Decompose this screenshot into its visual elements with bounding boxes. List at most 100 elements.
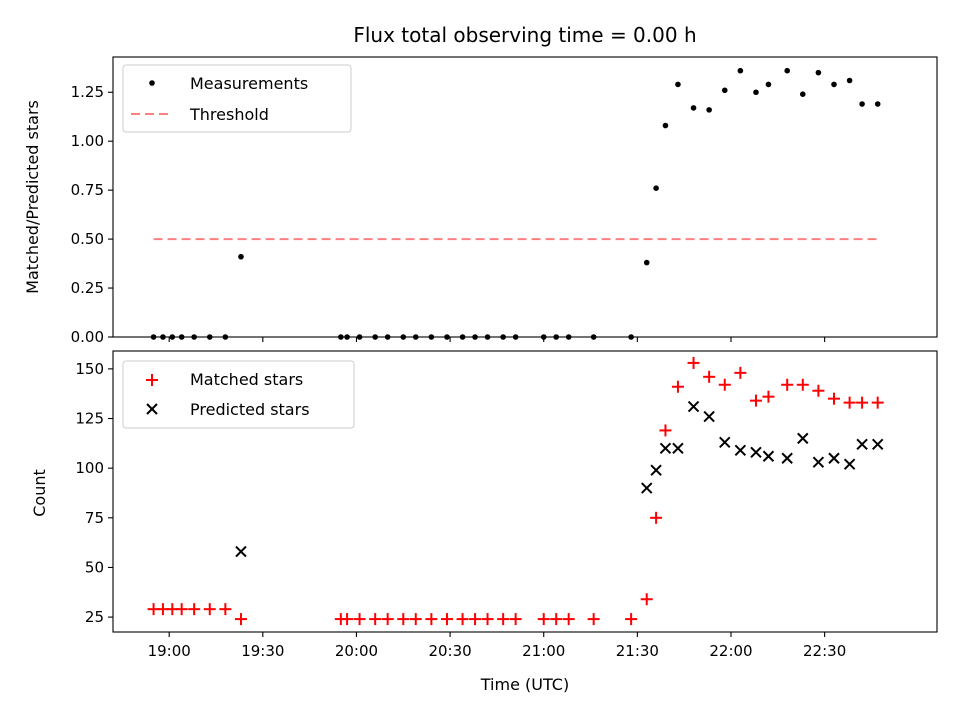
predicted-point bbox=[750, 446, 762, 458]
ratio-ytick-label-3: 0.75 bbox=[71, 181, 104, 199]
matched-point bbox=[687, 356, 700, 369]
measurement-point bbox=[765, 81, 772, 88]
measurement-point bbox=[706, 107, 712, 113]
legend-matched-label: Matched stars bbox=[190, 370, 303, 389]
ratio-panel: Matched/Predicted stars 0.00 0.25 0.50 0.75… bbox=[23, 56, 938, 346]
measurement-point bbox=[737, 67, 744, 74]
predicted-point bbox=[703, 410, 715, 423]
matched-point bbox=[828, 392, 840, 405]
matched-point bbox=[425, 613, 438, 626]
matched-point bbox=[625, 613, 638, 626]
measurement-point bbox=[815, 69, 822, 76]
ratio-ytick-label-5: 1.25 bbox=[71, 83, 104, 101]
ratio-legend: Measurements Threshold bbox=[122, 64, 352, 133]
matched-point bbox=[550, 613, 563, 626]
measurement-point bbox=[846, 77, 853, 84]
ratio-ytick-label-1: 0.25 bbox=[71, 279, 104, 297]
counts-axes-frame bbox=[112, 350, 938, 633]
xtick-label-3: 20:30 bbox=[428, 642, 471, 660]
predicted-point bbox=[734, 444, 747, 457]
predicted-point bbox=[781, 452, 793, 464]
matched-point bbox=[234, 613, 247, 626]
chart-title: Flux total observing time = 0.00 h bbox=[353, 23, 696, 47]
predicted-point bbox=[672, 442, 684, 455]
matched-point bbox=[219, 603, 232, 616]
matched-point bbox=[537, 613, 550, 626]
matched-point bbox=[188, 603, 201, 616]
counts-ytick-label-2: 75 bbox=[85, 509, 104, 527]
ratio-y-ticks: 0.00 0.25 0.50 0.75 1.00 1.25 bbox=[71, 83, 113, 346]
predicted-point bbox=[856, 438, 868, 451]
matched-point bbox=[562, 613, 575, 626]
predicted-point bbox=[828, 452, 840, 464]
matched-point bbox=[749, 394, 762, 407]
matched-point bbox=[175, 603, 188, 616]
measurement-point bbox=[653, 185, 659, 191]
ratio-axes-frame bbox=[112, 56, 938, 338]
matched-point bbox=[703, 370, 716, 383]
predicted-point bbox=[641, 482, 653, 494]
matched-point bbox=[762, 390, 775, 403]
ratio-ytick-label-0: 0.00 bbox=[71, 328, 104, 346]
measurement-point bbox=[859, 101, 865, 107]
matched-point bbox=[671, 380, 684, 393]
matched-point bbox=[734, 366, 747, 379]
xtick-label-1: 19:30 bbox=[241, 642, 284, 660]
matched-point bbox=[203, 603, 216, 616]
matched-point bbox=[856, 396, 869, 409]
predicted-point bbox=[719, 436, 731, 449]
matched-point bbox=[871, 396, 884, 409]
matched-point bbox=[509, 613, 522, 626]
xtick-label-4: 21:00 bbox=[522, 642, 565, 660]
matched-point bbox=[718, 378, 731, 391]
predicted-point bbox=[812, 456, 825, 468]
counts-legend: Matched stars Predicted stars bbox=[122, 360, 355, 429]
predicted-point bbox=[687, 400, 700, 413]
xtick-label-0: 19:00 bbox=[148, 642, 191, 660]
ratio-ytick-label-2: 0.50 bbox=[71, 230, 104, 248]
xtick-label-2: 20:00 bbox=[335, 642, 378, 660]
matched-point bbox=[497, 613, 510, 626]
counts-marks bbox=[147, 356, 884, 626]
counts-panel: Count 25 50 75 100 125 150 19:00 19:30 20:00 20:… bbox=[30, 350, 938, 660]
measurement-point bbox=[675, 81, 681, 88]
matched-point bbox=[843, 396, 856, 409]
matched-point bbox=[381, 613, 394, 626]
predicted-point bbox=[871, 438, 884, 451]
predicted-point bbox=[843, 458, 856, 470]
ratio-x-ticks bbox=[168, 337, 826, 342]
measurement-point bbox=[831, 81, 837, 88]
matched-point bbox=[353, 613, 366, 626]
counts-ytick-label-1: 50 bbox=[85, 558, 104, 576]
legend-measurements-marker bbox=[149, 80, 155, 86]
predicted-point bbox=[659, 442, 672, 455]
ratio-legend-box bbox=[122, 64, 352, 133]
matched-point bbox=[397, 613, 410, 626]
counts-ytick-label-5: 150 bbox=[75, 360, 104, 378]
ratio-marks bbox=[150, 67, 881, 340]
matched-point bbox=[659, 424, 672, 437]
predicted-point bbox=[797, 432, 809, 445]
xtick-label-7: 22:30 bbox=[803, 642, 846, 660]
ratio-ylabel: Matched/Predicted stars bbox=[23, 100, 42, 294]
matched-point bbox=[481, 613, 494, 626]
x-axis-label: Time (UTC) bbox=[480, 675, 569, 694]
xtick-label-5: 21:30 bbox=[616, 642, 659, 660]
ratio-ytick-label-4: 1.00 bbox=[71, 132, 104, 150]
xtick-label-6: 22:00 bbox=[709, 642, 752, 660]
legend-threshold-label: Threshold bbox=[189, 105, 269, 124]
counts-legend-box bbox=[122, 360, 355, 429]
measurement-point bbox=[753, 89, 759, 96]
measurement-point bbox=[662, 122, 669, 129]
matched-point bbox=[781, 378, 794, 391]
matched-point bbox=[409, 613, 422, 626]
matched-point bbox=[440, 613, 453, 626]
counts-ytick-label-0: 25 bbox=[85, 608, 104, 626]
legend-measurements-label: Measurements bbox=[190, 74, 308, 93]
legend-predicted-marker bbox=[146, 403, 158, 415]
matched-point bbox=[640, 593, 653, 606]
counts-x-ticks: 19:00 19:30 20:00 20:30 21:00 21:30 22:00 22:30 bbox=[148, 632, 846, 660]
predicted-point bbox=[762, 450, 775, 462]
measurement-point bbox=[799, 91, 806, 98]
